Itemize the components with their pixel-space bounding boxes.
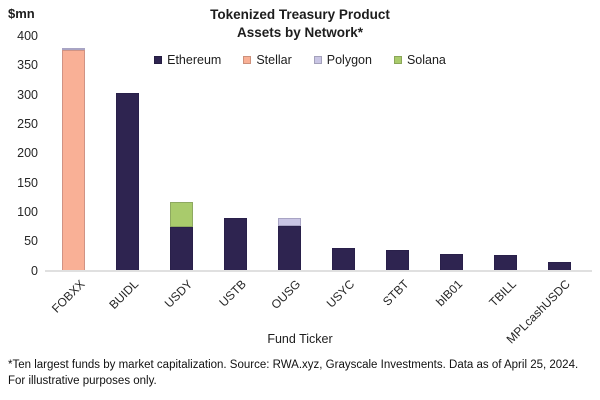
y-tick-label: 300 [17, 87, 38, 102]
bar-segment-ethereum-bIB01 [440, 254, 463, 271]
legend-label: Ethereum [167, 53, 222, 67]
legend-swatch-polygon [313, 56, 322, 64]
legend-item-stellar: Stellar [243, 53, 292, 67]
y-tick-label: 0 [31, 263, 38, 278]
x-tick-label-bIB01: bIB01 [433, 277, 466, 310]
bar-segment-ethereum-USTB [224, 218, 247, 271]
x-tick-label-USDY: USDY [161, 277, 196, 311]
legend-swatch-ethereum [154, 56, 163, 64]
footnote: *Ten largest funds by market capitalizat… [8, 359, 579, 387]
x-tick-label-FOBXX: FOBXX [48, 277, 88, 316]
legend-label: Stellar [256, 53, 292, 67]
legend-item-solana: Solana [393, 53, 446, 67]
bar-segment-solana-USDY [170, 202, 193, 228]
y-tick-label: 350 [17, 58, 38, 73]
plot-area [45, 36, 592, 271]
bar-segment-ethereum-TBILL [494, 255, 517, 271]
legend: Ethereum Stellar Polygon Solana [0, 53, 600, 67]
legend-swatch-solana [393, 56, 402, 64]
legend-swatch-stellar [243, 56, 252, 64]
x-tick-label-BUIDL: BUIDL [106, 277, 142, 312]
legend-item-ethereum: Ethereum [154, 53, 221, 67]
bar-segment-polygon-FOBXX [62, 48, 85, 50]
bar-segment-ethereum-MPLcashUSDC [548, 262, 571, 271]
y-axis-unit-label: $mn [8, 6, 35, 21]
x-axis-title: Fund Ticker [267, 332, 333, 346]
x-tick-label-USTB: USTB [216, 277, 250, 310]
bar-segment-ethereum-OUSG [278, 226, 301, 271]
chart-title-line2: Assets by Network* [236, 25, 364, 40]
y-tick-label: 250 [17, 116, 38, 131]
legend-label: Polygon [326, 53, 372, 67]
y-tick-label: 200 [17, 146, 38, 161]
chart-title: Tokenized Treasury Product Assets by Net… [0, 6, 600, 42]
bar-segment-ethereum-BUIDL [116, 93, 139, 271]
x-tick-label-USYC: USYC [323, 277, 358, 311]
y-tick-label: 50 [24, 234, 38, 249]
y-tick-label: 400 [17, 29, 38, 43]
x-tick-label-TBILL: TBILL [486, 277, 520, 310]
bar-segment-polygon-OUSG [278, 218, 301, 227]
bar-segment-stellar-FOBXX [62, 49, 85, 271]
x-tick-label-STBT: STBT [379, 277, 412, 309]
bar-segment-ethereum-STBT [386, 249, 409, 271]
x-tick-label-OUSG: OUSG [268, 277, 304, 312]
chart-title-line1: Tokenized Treasury Product [210, 7, 390, 22]
x-axis-line [45, 270, 592, 272]
legend-label: Solana [406, 53, 446, 67]
y-tick-label: 100 [17, 204, 38, 219]
y-tick-label: 150 [17, 175, 38, 190]
legend-item-polygon: Polygon [313, 53, 372, 67]
bar-segment-ethereum-USYC [332, 248, 355, 271]
bar-segment-ethereum-USDY [170, 227, 193, 271]
